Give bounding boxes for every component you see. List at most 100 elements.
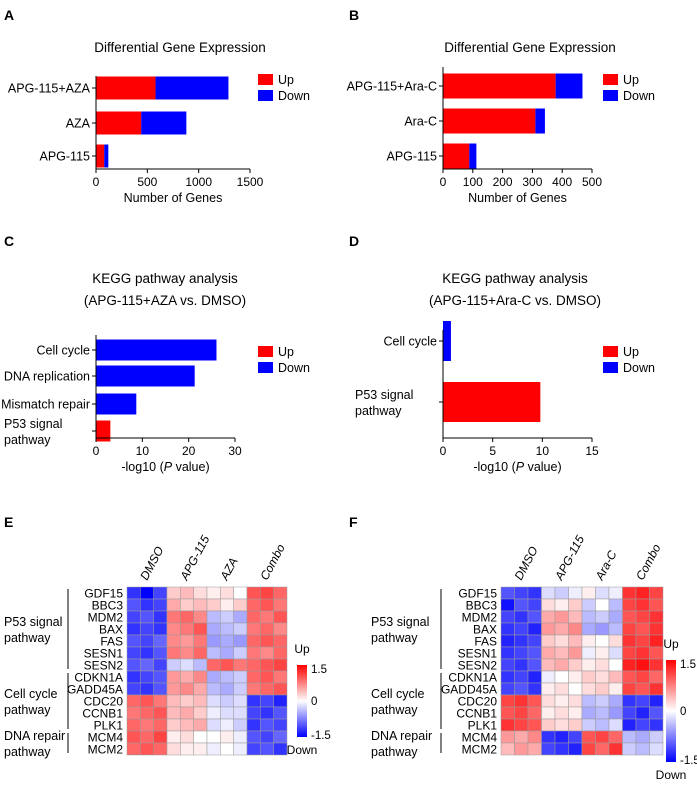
heatmap-cell-bbc3-4 bbox=[166, 598, 181, 612]
heatmap-cell-gadd45a-10 bbox=[622, 682, 637, 696]
heatmap-cell-cdc20-6 bbox=[193, 694, 208, 708]
heatmap-cell-sesn2-3 bbox=[153, 658, 168, 672]
heatmap-cell-mdm2-4 bbox=[166, 610, 181, 624]
gene-label-bax: BAX bbox=[473, 623, 497, 637]
heatmap-cell-ccnb1-12 bbox=[273, 706, 288, 720]
chart-subtitle: (APG-115+Ara-C vs. DMSO) bbox=[429, 293, 601, 308]
heatmap-cell-gadd45a-7 bbox=[581, 682, 596, 696]
heatmap-cell-sesn2-1 bbox=[500, 658, 515, 672]
heatmap-cell-sesn2-7 bbox=[206, 658, 221, 672]
heatmap-cell-bbc3-5 bbox=[180, 598, 194, 612]
heatmap-cell-fas-4 bbox=[541, 634, 556, 648]
heatmap-cell-cdc20-7 bbox=[206, 694, 221, 708]
heatmap-cell-cdkn1a-3 bbox=[527, 670, 542, 684]
chart-title: Differential Gene Expression bbox=[444, 40, 616, 55]
x-tick-label: 1500 bbox=[237, 175, 264, 189]
heatmap-cell-plk1-3 bbox=[527, 718, 542, 732]
heatmap-cell-ccnb1-5 bbox=[554, 706, 569, 720]
heatmap-cell-sesn1-12 bbox=[649, 646, 664, 660]
legend-label-down: Down bbox=[278, 361, 310, 375]
heatmap-cell-bax-1 bbox=[126, 622, 141, 636]
heatmap-cell-sesn2-2 bbox=[140, 658, 154, 672]
scale-label-min: -1.5 bbox=[680, 755, 697, 767]
heatmap-cell-cdkn1a-3 bbox=[153, 670, 168, 684]
heatmap-cell-mcm4-2 bbox=[140, 730, 154, 744]
bar-apg-115-down bbox=[104, 144, 109, 168]
bar-p53-signal-pathway bbox=[443, 382, 541, 422]
heatmap-cell-sesn1-3 bbox=[153, 646, 168, 660]
panel-letter-e: E bbox=[4, 514, 13, 530]
x-axis-label: -log10 (P value) bbox=[121, 460, 209, 474]
panel-letter-b: B bbox=[349, 7, 359, 23]
heatmap-cell-gdf15-1 bbox=[126, 586, 141, 600]
heatmap-cell-sesn1-2 bbox=[514, 646, 529, 660]
heatmap-cell-mcm4-7 bbox=[581, 730, 596, 744]
x-tick-label: 0 bbox=[93, 175, 100, 189]
heatmap-cell-plk1-1 bbox=[500, 718, 515, 732]
heatmap-cell-cdc20-6 bbox=[568, 694, 583, 708]
x-tick-label: 500 bbox=[137, 175, 157, 189]
heatmap-cell-sesn1-11 bbox=[635, 646, 650, 660]
group-label-p53-signal-pathway-line-1: P53 signal bbox=[371, 615, 429, 629]
heatmap-cell-mdm2-11 bbox=[635, 610, 650, 624]
heatmap-cell-mcm4-9 bbox=[233, 730, 248, 744]
legend-swatch-down bbox=[603, 362, 618, 373]
heatmap-cell-gadd45a-5 bbox=[180, 682, 194, 696]
heatmap-cell-bax-7 bbox=[581, 622, 596, 636]
heatmap-cell-plk1-8 bbox=[220, 718, 234, 732]
heatmap-cell-ccnb1-9 bbox=[608, 706, 623, 720]
scale-label-zero: 0 bbox=[680, 706, 686, 718]
heatmap-cell-sesn1-11 bbox=[260, 646, 274, 660]
bar-ara-c-up bbox=[443, 108, 536, 134]
heatmap-cell-ccnb1-8 bbox=[220, 706, 234, 720]
heatmap-cell-sesn2-3 bbox=[527, 658, 542, 672]
heatmap-cell-sesn1-10 bbox=[622, 646, 637, 660]
heatmap-cell-cdc20-10 bbox=[246, 694, 261, 708]
heatmap-cell-gadd45a-11 bbox=[635, 682, 650, 696]
x-tick-label: 20 bbox=[182, 444, 196, 458]
group-label-dna-repair-pathway: DNA repair pathway bbox=[4, 729, 65, 759]
heatmap-cell-mdm2-3 bbox=[527, 610, 542, 624]
heatmap-cell-plk1-7 bbox=[581, 718, 596, 732]
heatmap-cell-gdf15-9 bbox=[608, 586, 623, 600]
heatmap-cell-bbc3-9 bbox=[233, 598, 248, 612]
heatmap-cell-gdf15-2 bbox=[514, 586, 529, 600]
heatmap-cell-gdf15-9 bbox=[233, 586, 248, 600]
heatmap-cell-fas-12 bbox=[649, 634, 664, 648]
heatmap-cell-bax-3 bbox=[153, 622, 168, 636]
heatmap-cell-gadd45a-7 bbox=[206, 682, 221, 696]
heatmap-cell-mdm2-8 bbox=[220, 610, 234, 624]
heatmap-cell-gadd45a-9 bbox=[608, 682, 623, 696]
heatmap-cell-mcm4-7 bbox=[206, 730, 221, 744]
x-axis-label-italic: P bbox=[516, 460, 525, 474]
heatmap-cell-sesn1-4 bbox=[166, 646, 181, 660]
heatmap-cell-fas-11 bbox=[635, 634, 650, 648]
heatmap-cell-sesn2-2 bbox=[514, 658, 529, 672]
heatmap-cell-plk1-6 bbox=[568, 718, 583, 732]
x-tick-label: 300 bbox=[522, 175, 542, 189]
heatmap-cell-bbc3-11 bbox=[260, 598, 274, 612]
heatmap-cell-plk1-10 bbox=[622, 718, 637, 732]
heatmap-cell-bbc3-1 bbox=[126, 598, 141, 612]
heatmap-cell-cdc20-9 bbox=[608, 694, 623, 708]
bar-apg-115-aza-up bbox=[96, 76, 156, 100]
heatmap-cell-gdf15-10 bbox=[246, 586, 261, 600]
heatmap-cell-fas-5 bbox=[180, 634, 194, 648]
heatmap-cell-cdkn1a-4 bbox=[541, 670, 556, 684]
heatmap-cell-ccnb1-6 bbox=[568, 706, 583, 720]
panel-letter-f: F bbox=[349, 514, 358, 530]
legend-swatch-down bbox=[258, 90, 273, 101]
heatmap-cell-mdm2-1 bbox=[126, 610, 141, 624]
panel-b: B Differential Gene Expression APG-115+Ara… bbox=[347, 7, 655, 205]
heatmap-cell-plk1-3 bbox=[153, 718, 168, 732]
x-tick-label: 5 bbox=[489, 444, 496, 458]
panel-letter-a: A bbox=[4, 7, 14, 23]
heatmap-cell-mcm4-4 bbox=[541, 730, 556, 744]
heatmap-cell-sesn2-7 bbox=[581, 658, 596, 672]
heatmap-cell-plk1-12 bbox=[273, 718, 288, 732]
gene-label-plk1: PLK1 bbox=[94, 719, 124, 733]
heatmap-cell-sesn2-8 bbox=[220, 658, 234, 672]
heatmap-cell-sesn2-4 bbox=[541, 658, 556, 672]
x-axis-label: -log10 (P value) bbox=[473, 460, 561, 474]
legend-label-down: Down bbox=[623, 361, 655, 375]
